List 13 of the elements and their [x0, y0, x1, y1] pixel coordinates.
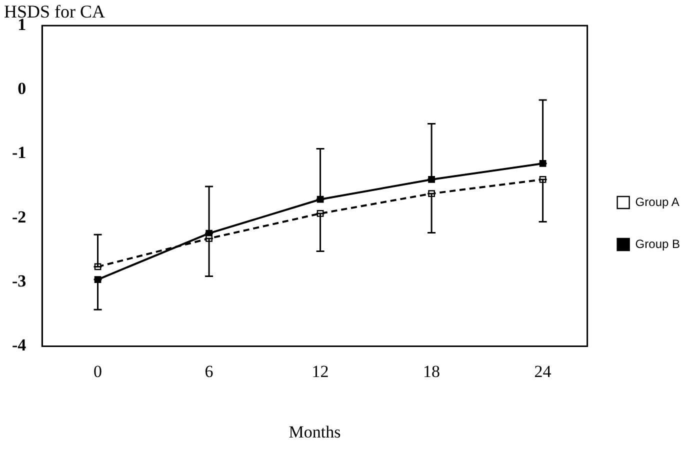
- y-tick-label: -2: [12, 207, 26, 226]
- x-axis-title: Months: [288, 422, 341, 442]
- x-tick-label: 24: [534, 362, 552, 381]
- x-tick-label: 6: [204, 362, 214, 381]
- x-tick-label: 18: [423, 362, 440, 381]
- x-tick-label: 12: [312, 362, 329, 381]
- x-tick-label: 0: [94, 362, 102, 381]
- y-tick-label: 0: [18, 79, 26, 98]
- legend-label: Group B: [635, 236, 680, 251]
- y-tick-label: -4: [12, 336, 27, 355]
- y-tick-label: -3: [12, 271, 26, 290]
- y-tick-label: -1: [12, 143, 26, 162]
- legend-label: Group A: [635, 194, 680, 209]
